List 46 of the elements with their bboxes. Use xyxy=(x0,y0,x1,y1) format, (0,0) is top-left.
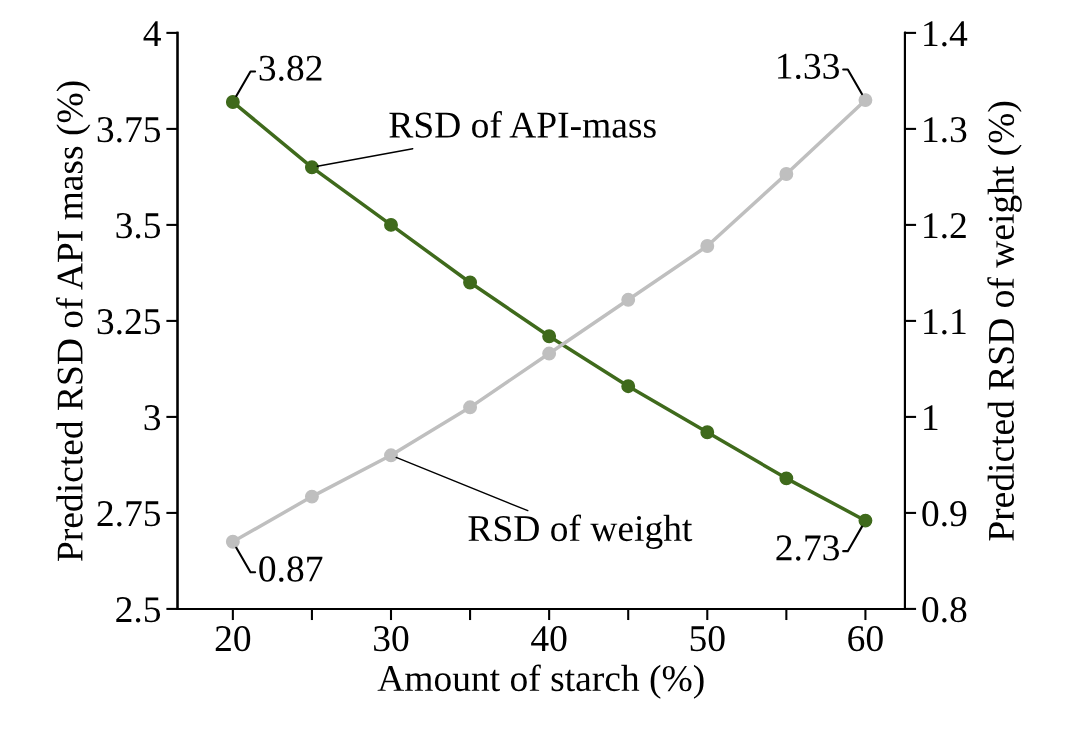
point xyxy=(858,513,873,528)
point xyxy=(304,160,319,175)
y-tick-label: 4 xyxy=(143,21,161,46)
y2-tick-label: 1.3 xyxy=(924,117,967,143)
series-label: RSD of API-mass xyxy=(389,111,656,138)
x-tick-label: 50 xyxy=(690,625,725,652)
y2-tick-label: 1 xyxy=(924,405,938,430)
data-label: 2.73 xyxy=(776,535,839,561)
data-label: 3.82 xyxy=(259,55,322,82)
point xyxy=(621,379,636,394)
y2-tick-label: 1.1 xyxy=(924,309,966,335)
data-label: 1.33 xyxy=(778,53,839,80)
point xyxy=(542,346,557,361)
y-axis-title: Predicted RSD of API mass (%) xyxy=(55,81,91,561)
x-axis-title: Amount of starch (%) xyxy=(377,664,704,699)
x-tick-label: 60 xyxy=(848,625,883,652)
x-tick-label: 40 xyxy=(531,625,567,652)
y-tick-label: 2.5 xyxy=(116,597,161,623)
point xyxy=(463,400,478,415)
y2-tick-label: 1.4 xyxy=(924,21,968,47)
y-tick-label: 3 xyxy=(144,405,161,431)
point xyxy=(304,489,319,504)
y2-tick-label: 1.2 xyxy=(924,213,966,239)
point xyxy=(779,471,794,486)
y2-axis-title: Predicted RSD of weight (%) xyxy=(987,101,1022,541)
point xyxy=(700,239,715,253)
point xyxy=(858,93,873,108)
y-tick-label: 3.5 xyxy=(116,213,161,239)
point xyxy=(621,292,636,307)
y-tick-label: 2.75 xyxy=(97,501,161,527)
point xyxy=(700,425,715,440)
y-tick-label: 3.25 xyxy=(97,309,161,335)
point xyxy=(542,329,557,344)
x-tick-label: 30 xyxy=(374,625,409,652)
x-tick-label: 20 xyxy=(215,625,251,652)
point xyxy=(779,167,794,181)
y-tick-label: 3.75 xyxy=(97,117,161,143)
point xyxy=(384,448,398,463)
point xyxy=(225,95,240,109)
point xyxy=(384,217,398,232)
data-label: 0.87 xyxy=(259,556,323,582)
point xyxy=(463,275,478,290)
point xyxy=(225,534,240,549)
y2-tick-label: 0.8 xyxy=(922,597,967,623)
y2-tick-label: 0.9 xyxy=(922,500,967,527)
text: RSD of weight xyxy=(468,514,693,549)
